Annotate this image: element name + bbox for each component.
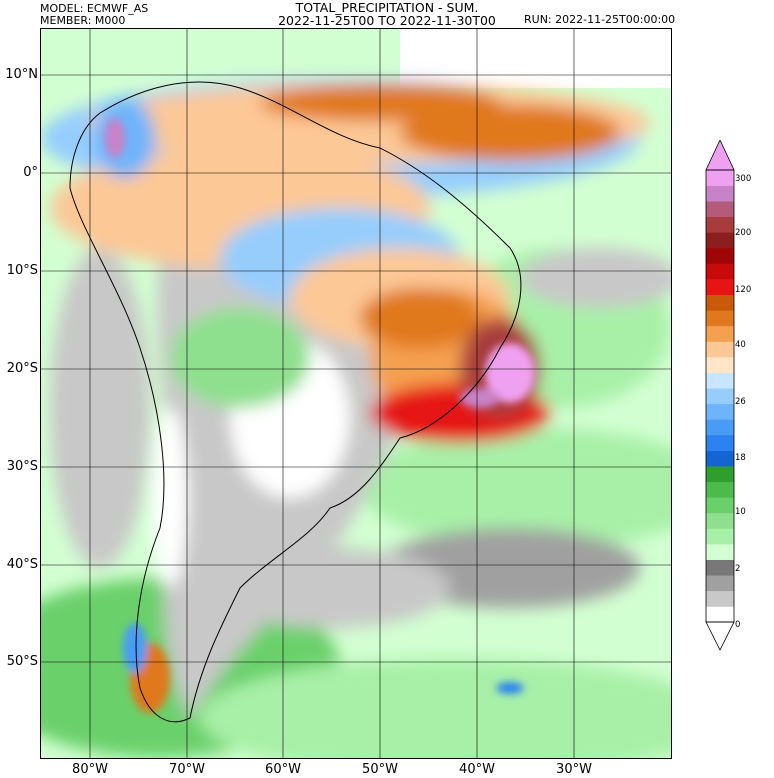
colorbar-band [706, 201, 734, 218]
lat-label-10n: 10°N [5, 67, 38, 82]
lat-label-30s: 30°S [6, 459, 38, 474]
run-label: RUN: 2022-11-25T00:00:00 [524, 13, 676, 26]
colorbar-band [706, 450, 734, 467]
lat-label-0: 0° [23, 165, 38, 180]
colorbar-top-triangle [705, 140, 735, 171]
lon-label-80w: 80°W [72, 762, 108, 777]
colorbar-band [706, 590, 734, 607]
colorbar-band [706, 216, 734, 233]
lat-label-40s: 40°S [6, 557, 38, 572]
lat-label-20s: 20°S [6, 361, 38, 376]
lat-label-10s: 10°S [6, 263, 38, 278]
colorbar-tick-26: 26 [735, 397, 746, 407]
colorbar-band [706, 528, 734, 545]
map-title: TOTAL_PRECIPITATION - SUM. [295, 0, 479, 15]
colorbar-band [706, 263, 734, 280]
colorbar-tick-200: 200 [735, 228, 752, 238]
colorbar-band [706, 325, 734, 342]
map-period: 2022-11-25T00 TO 2022-11-30T00 [278, 13, 496, 28]
colorbar-band [706, 497, 734, 514]
colorbar-band [706, 512, 734, 529]
lon-label-40w: 40°W [459, 762, 495, 777]
colorbar-tick-40: 40 [735, 340, 746, 350]
colorbar-band [706, 559, 734, 576]
colorbar-bottom-triangle [705, 621, 735, 651]
north-atlantic-dry [400, 28, 672, 88]
colorbar-band [706, 575, 734, 592]
colorbar-tick-18: 18 [735, 453, 746, 463]
lat-label-50s: 50°S [6, 654, 38, 669]
colorbar [705, 140, 735, 651]
colorbar-band [706, 232, 734, 249]
colorbar-band [706, 247, 734, 264]
colorbar-band [706, 388, 734, 405]
colorbar-band [706, 606, 734, 623]
colorbar-band [706, 170, 734, 186]
colorbar-band [706, 357, 734, 373]
member-label: MEMBER: M000 [40, 14, 126, 27]
colorbar-title: total_precipitation [742, 314, 774, 520]
colorbar-band [706, 185, 734, 202]
colorbar-band [706, 403, 734, 420]
lon-label-70w: 70°W [169, 762, 205, 777]
colorbar-band [706, 341, 734, 358]
lon-label-60w: 60°W [265, 762, 301, 777]
colorbar-band [706, 279, 734, 295]
colorbar-band [706, 310, 734, 327]
colorbar-tick-10: 10 [735, 507, 746, 517]
colorbar-band [706, 372, 734, 389]
lon-label-50w: 50°W [362, 762, 398, 777]
model-label: MODEL: ECMWF_AS [40, 2, 149, 15]
colorbar-band [706, 481, 734, 498]
colorbar-tick-300: 300 [735, 174, 752, 184]
colorbar-tick-120: 120 [735, 285, 752, 295]
colorbar-band [706, 294, 734, 311]
colorbar-band [706, 419, 734, 436]
precipitation-map[interactable] [40, 28, 672, 759]
colorbar-band [706, 434, 734, 451]
colorbar-tick-0: 0 [735, 620, 741, 630]
colorbar-band [706, 544, 734, 560]
colorbar-tick-2: 2 [735, 564, 741, 574]
lon-label-30w: 30°W [556, 762, 592, 777]
colorbar-band [706, 466, 734, 483]
